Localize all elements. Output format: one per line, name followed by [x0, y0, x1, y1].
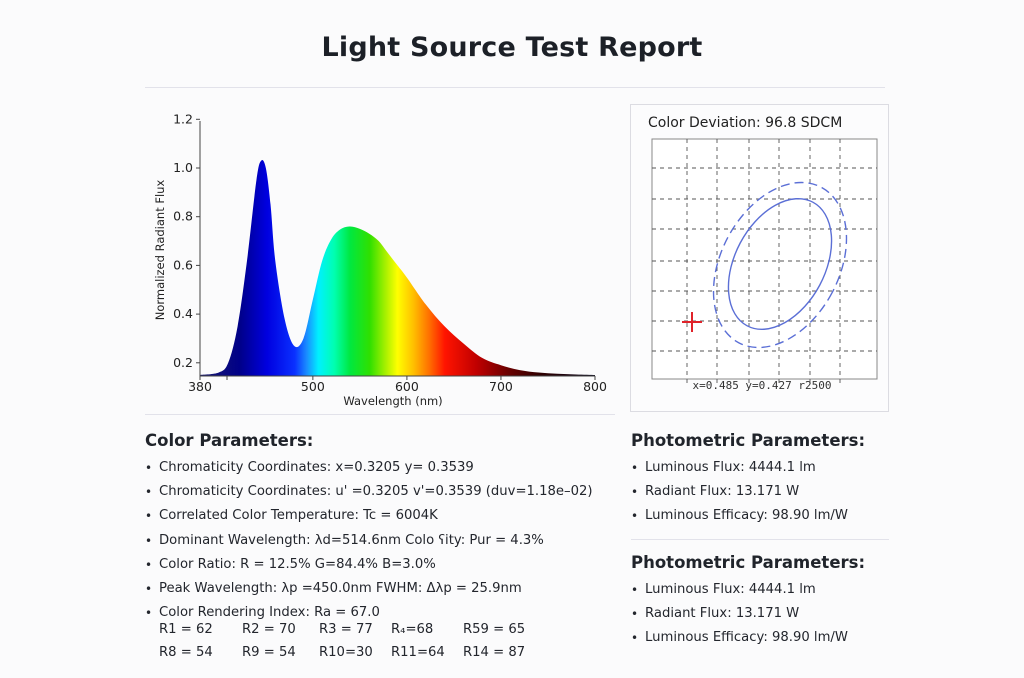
y-tick-label: 0.8	[173, 209, 193, 224]
x-tick-label: 800	[583, 379, 607, 394]
list-item: Luminous Efficacy: 98.90 lm/W	[631, 626, 848, 650]
chart-divider	[145, 414, 615, 415]
y-tick-label: 0.2	[173, 355, 193, 370]
color-deviation-value: 96.8 SDCM	[765, 115, 843, 131]
chromaticity-ellipse-plot: x=0.485 y=0.427 r2500	[651, 138, 878, 392]
spectrum-chart: 0.2 0.4 0.6 0.8 1.0 1.2 380 500 600 700 800 Wavel…	[153, 111, 607, 408]
cri-value: R1 = 62	[159, 622, 213, 637]
photometric-heading-1: Photometric Parameters:	[631, 431, 866, 450]
list-item: Dominant Wavelength: λd=514.6nm Colo ʕit…	[145, 529, 593, 553]
spectrum-area	[200, 159, 595, 376]
y-tick-label: 0.6	[173, 257, 193, 272]
photometric-heading-2: Photometric Parameters:	[631, 553, 866, 572]
report-title: Light Source Test Report	[321, 32, 703, 63]
coordinates-readout: x=0.485 y=0.427 r2500	[692, 379, 831, 392]
list-item: Color Rendering Index: Ra = 67.0	[145, 601, 593, 625]
cri-value: R14 = 87	[463, 645, 526, 660]
color-deviation-label: Color Deviation:	[648, 115, 761, 131]
list-item: Luminous Flux: 4444.1 lm	[631, 456, 848, 480]
cri-value: R9 = 54	[242, 645, 296, 660]
color-deviation-panel: x=0.485 y=0.427 r2500 Color Deviation: 9…	[630, 104, 889, 412]
cri-value: R10=30	[319, 645, 373, 660]
list-item: Radiant Flux: 13.171 W	[631, 480, 848, 504]
measured-point-marker	[682, 312, 702, 332]
list-item: Chromaticity Coordinates: x=0.3205 y= 0.…	[145, 456, 593, 480]
x-tick-label: 600	[395, 379, 419, 394]
cri-row-1: R1 = 62 R2 = 70 R3 = 77 R₄=68 R59 = 65	[159, 622, 525, 637]
macadam-ellipse-inner	[727, 197, 833, 331]
y-tick-label: 1.2	[173, 111, 193, 126]
cri-value: R3 = 77	[319, 622, 373, 637]
color-params-list: Chromaticity Coordinates: x=0.3205 y= 0.…	[145, 456, 593, 626]
cri-value: R11=64	[391, 645, 445, 660]
photometric-list-1: Luminous Flux: 4444.1 lm Radiant Flux: 1…	[631, 456, 848, 529]
list-item: Color Ratio: R = 12.5% G=84.4% B=3.0%	[145, 553, 593, 577]
y-axis-label: Normalized Radiant Flux	[153, 180, 167, 321]
x-axis-label: Wavelength (nm)	[343, 394, 442, 408]
cri-value: R₄=68	[391, 622, 434, 637]
title-divider	[145, 87, 885, 88]
list-item: Correlated Color Temperature: Tc = 6004K	[145, 504, 593, 528]
photometric-list-2: Luminous Flux: 4444.1 lm Radiant Flux: 1…	[631, 578, 848, 651]
cri-value: R2 = 70	[242, 622, 296, 637]
x-tick-label: 380	[188, 379, 212, 394]
cri-value: R8 = 54	[159, 645, 213, 660]
y-tick-label: 1.0	[173, 160, 193, 175]
list-item: Luminous Flux: 4444.1 lm	[631, 578, 848, 602]
color-params-heading: Color Parameters:	[145, 431, 314, 450]
x-tick-label: 700	[489, 379, 513, 394]
list-item: Radiant Flux: 13.171 W	[631, 602, 848, 626]
x-tick-label: 500	[301, 379, 325, 394]
photometric-divider	[631, 539, 889, 540]
list-item: Peak Wavelength: λp =450.0nm FWHM: Δλp =…	[145, 577, 593, 601]
macadam-ellipse-outer	[712, 181, 848, 349]
list-item: Chromaticity Coordinates: u' =0.3205 v'=…	[145, 480, 593, 504]
cri-value: R59 = 65	[463, 622, 526, 637]
list-item: Luminous Efficacy: 98.90 lm/W	[631, 504, 848, 528]
cri-row-2: R8 = 54 R9 = 54 R10=30 R11=64 R14 = 87	[159, 645, 525, 660]
color-deviation-title: Color Deviation: 96.8 SDCM	[648, 115, 842, 131]
y-tick-label: 0.4	[173, 306, 193, 321]
